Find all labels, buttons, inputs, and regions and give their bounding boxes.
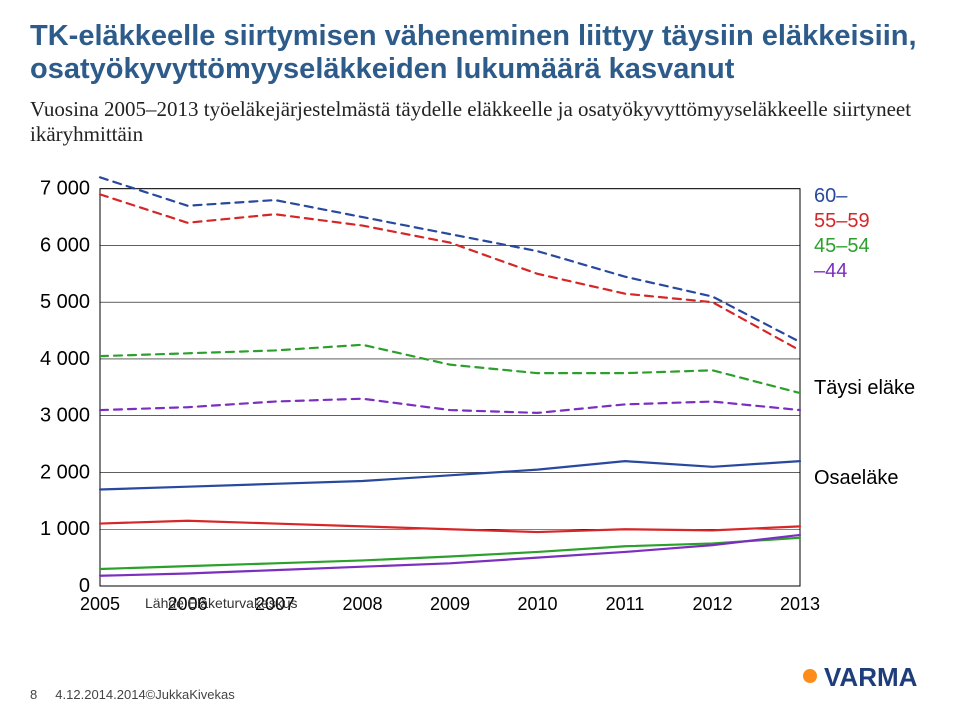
legend-age-groups: 60–55–5945–54 –44 bbox=[814, 184, 870, 284]
svg-text:2012: 2012 bbox=[692, 594, 732, 614]
chart-container: 01 0002 0003 0004 0005 0006 0007 0002005… bbox=[30, 161, 930, 621]
svg-text:2 000: 2 000 bbox=[40, 461, 90, 483]
legend-partial-pension: Osaeläke bbox=[814, 466, 899, 491]
series-44_part bbox=[100, 535, 800, 576]
footer-date: 4.12.2014. bbox=[55, 687, 116, 702]
svg-text:5 000: 5 000 bbox=[40, 291, 90, 313]
legend-age-item: 45–54 bbox=[814, 234, 870, 259]
series-60_full bbox=[100, 177, 800, 342]
series-55_59_part bbox=[100, 520, 800, 531]
legend-age-item: –44 bbox=[814, 259, 870, 284]
line-chart: 01 0002 0003 0004 0005 0006 0007 0002005… bbox=[30, 161, 930, 621]
svg-text:6 000: 6 000 bbox=[40, 234, 90, 256]
slide: TK-eläkkeelle siirtymisen väheneminen li… bbox=[0, 0, 960, 712]
page-title: TK-eläkkeelle siirtymisen väheneminen li… bbox=[30, 20, 930, 87]
page-number: 8 bbox=[30, 687, 37, 702]
series-44_full bbox=[100, 398, 800, 412]
varma-logo: VARMA bbox=[800, 659, 930, 698]
logo-dot-icon bbox=[803, 669, 817, 683]
svg-text:1 000: 1 000 bbox=[40, 518, 90, 540]
svg-text:4 000: 4 000 bbox=[40, 348, 90, 370]
svg-text:2011: 2011 bbox=[606, 594, 645, 614]
chart-source: Lähde Eläketurvakeskus bbox=[145, 595, 298, 611]
legend-full-pension: Täysi eläke bbox=[814, 376, 915, 401]
svg-text:2008: 2008 bbox=[342, 594, 382, 614]
legend-age-item: 55–59 bbox=[814, 209, 870, 234]
page-subtitle: Vuosina 2005–2013 työeläkejärjestelmästä… bbox=[30, 97, 930, 147]
svg-text:3 000: 3 000 bbox=[40, 404, 90, 426]
svg-text:7 000: 7 000 bbox=[40, 177, 90, 199]
series-55_59_full bbox=[100, 194, 800, 350]
svg-text:2009: 2009 bbox=[430, 594, 470, 614]
series-60_part bbox=[100, 461, 800, 489]
logo-text: VARMA bbox=[824, 662, 918, 692]
footer: 8 4.12.2014.2014©JukkaKivekas bbox=[30, 687, 235, 702]
svg-text:2005: 2005 bbox=[80, 594, 120, 614]
legend-age-item: 60– bbox=[814, 184, 870, 209]
svg-text:2010: 2010 bbox=[517, 594, 557, 614]
footer-author: 2014©JukkaKivekas bbox=[117, 687, 235, 702]
svg-text:2013: 2013 bbox=[780, 594, 820, 614]
series-45_54_full bbox=[100, 344, 800, 392]
